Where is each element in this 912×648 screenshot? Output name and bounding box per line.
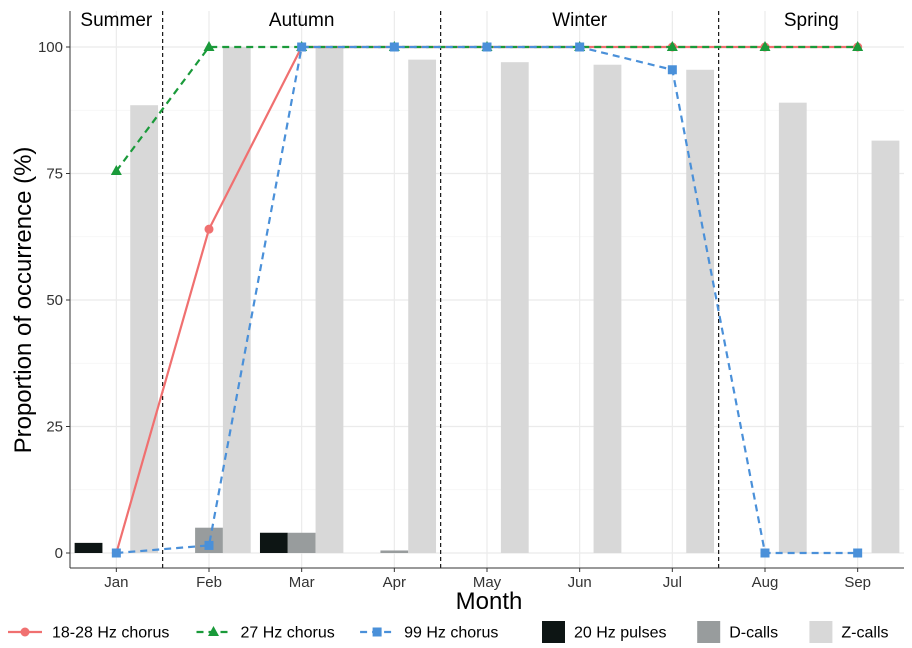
legend-label: 99 Hz chorus (404, 625, 498, 642)
y-axis-title: Proportion of occurrence (%) (10, 147, 37, 454)
bar (871, 140, 900, 554)
bar-layer (74, 47, 900, 554)
marker-square (389, 42, 399, 52)
marker-triangle (852, 41, 864, 51)
legend: 18-28 Hz chorus 27 Hz chorus 99 Hz chorus 2… (8, 621, 889, 644)
x-tick-label: Jul (663, 574, 682, 591)
bar (408, 59, 437, 554)
x-tick-label: Sep (844, 574, 871, 591)
marker-triangle (110, 164, 122, 175)
y-tick-label: 25 (46, 419, 63, 436)
y-tick-label: 50 (46, 292, 63, 309)
legend-label: Z-calls (841, 625, 888, 642)
season-boundary-layer (162, 11, 720, 568)
marker-triangle (759, 41, 771, 51)
marker-square (204, 540, 214, 550)
season-label: Summer (80, 10, 152, 31)
legend-label: 18-28 Hz chorus (52, 625, 169, 642)
x-axis-title: Month (456, 588, 523, 615)
marker-square (372, 627, 382, 637)
legend-key-box (809, 621, 833, 644)
marker-circle (204, 224, 214, 234)
axis-layer: 0 25 50 75 100 Jan Feb Mar Apr May Jun Jul Aug Sep (38, 11, 904, 591)
legend-label: 20 Hz pulses (574, 625, 667, 642)
bar (222, 47, 251, 553)
marker-square (760, 548, 770, 558)
x-tick-label: Apr (383, 574, 406, 591)
legend-key-box (542, 621, 565, 644)
marker-triangle (208, 626, 219, 636)
bar (778, 102, 807, 553)
marker-square (111, 548, 121, 558)
x-tick-label: Aug (752, 574, 779, 591)
marker-square (853, 548, 863, 558)
y-tick-label: 0 (55, 545, 63, 562)
x-tick-label: Jan (104, 574, 128, 591)
legend-label: D-calls (729, 625, 778, 642)
bar (500, 62, 529, 554)
bar (593, 64, 622, 554)
y-tick-label: 75 (46, 166, 63, 183)
x-tick-label: Mar (289, 574, 315, 591)
marker-square (667, 65, 677, 75)
marker-square (297, 42, 307, 52)
marker-triangle (203, 41, 215, 51)
marker-square (575, 42, 585, 52)
season-label: Autumn (269, 10, 334, 31)
bar (130, 105, 159, 553)
bar (315, 47, 344, 553)
season-label-layer: Summer Autumn Winter Spring (80, 10, 838, 31)
bar (287, 532, 316, 553)
legend-key-box (697, 621, 721, 644)
legend-label: 27 Hz chorus (241, 625, 335, 642)
x-tick-label: May (473, 574, 502, 591)
x-tick-label: Jun (568, 574, 592, 591)
marker-square (482, 42, 492, 52)
bar (259, 532, 288, 553)
bar (74, 542, 103, 553)
season-label: Spring (784, 10, 839, 31)
marker-circle (20, 627, 30, 637)
season-label: Winter (552, 10, 608, 31)
bar (380, 550, 409, 553)
x-tick-label: Feb (196, 574, 222, 591)
bar (686, 69, 715, 554)
marker-triangle (666, 41, 678, 51)
line-layer (110, 41, 864, 558)
y-tick-label: 100 (38, 39, 63, 56)
